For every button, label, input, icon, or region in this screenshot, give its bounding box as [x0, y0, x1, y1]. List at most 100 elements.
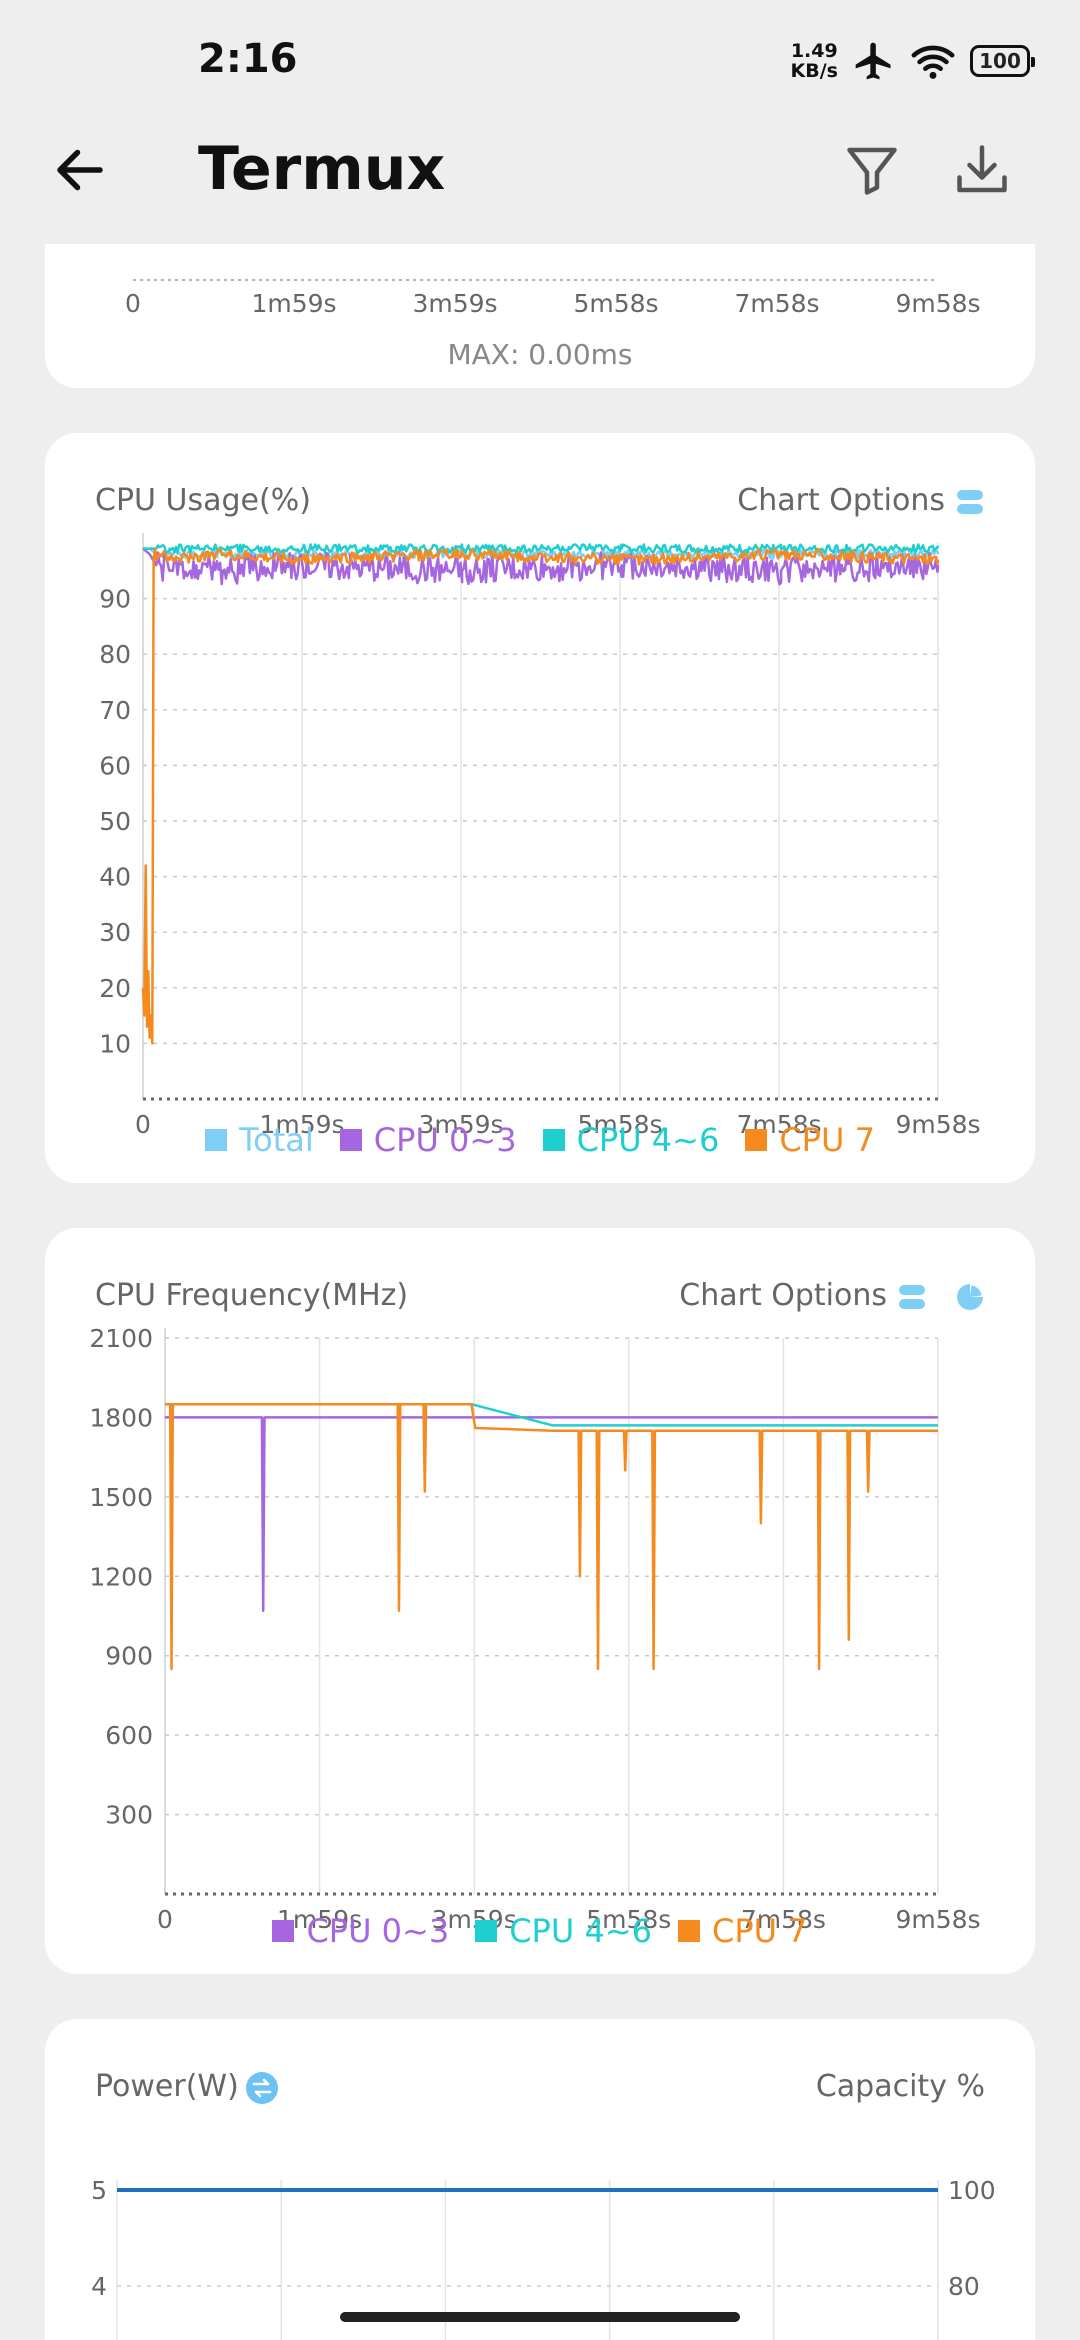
download-icon[interactable]	[952, 140, 1012, 200]
y-tick-label: 90	[99, 585, 131, 614]
x-tick-label: 0	[135, 1110, 151, 1139]
y-tick-label-right: 80	[948, 2272, 980, 2301]
back-button[interactable]	[50, 140, 110, 200]
filter-icon[interactable]	[842, 140, 902, 200]
frame-time-max: MAX: 0.00ms	[447, 338, 633, 371]
frame-time-chart: 0 1m59s 3m59s 5m58s 7m58s 9m58s	[125, 279, 981, 318]
status-icons: 1.49 KB/s 100	[791, 36, 1035, 86]
x-tick-label: 9m58s	[895, 289, 980, 318]
x-tick-label: 7m58s	[741, 1905, 826, 1934]
chart-options-icon[interactable]	[897, 1282, 927, 1312]
series-line-cpu-4-6	[143, 543, 940, 554]
status-time: 2:16	[198, 36, 298, 82]
power-title: Power(W)	[95, 2069, 239, 2104]
battery-level: 100	[979, 49, 1021, 73]
legend-swatch	[339, 1129, 362, 1151]
legend-label: CPU 4~6	[576, 1121, 720, 1159]
y-tick-label: 60	[99, 751, 131, 780]
legend-swatch	[272, 1920, 295, 1942]
legend-label: Total	[239, 1121, 314, 1159]
home-indicator[interactable]	[340, 2312, 740, 2322]
series-line-cpu-7	[165, 1402, 938, 1671]
legend-label: CPU 4~6	[509, 1912, 652, 1950]
y-tick-label-left: 4	[91, 2272, 107, 2301]
x-tick-label: 0	[125, 289, 141, 318]
legend-item-cpu-7[interactable]: CPU 7	[745, 1121, 875, 1159]
y-tick-label: 80	[99, 640, 131, 669]
y-tick-label: 50	[99, 807, 131, 836]
cpu-usage-chart-options[interactable]: Chart Options	[737, 483, 945, 518]
legend-item-total[interactable]: Total	[205, 1121, 314, 1159]
legend-label: CPU 7	[711, 1912, 808, 1950]
x-tick-label: 0	[157, 1905, 173, 1934]
network-speed-value: 1.49	[790, 40, 838, 62]
y-tick-label: 1800	[89, 1403, 153, 1432]
y-tick-label: 70	[99, 696, 131, 725]
cpu-usage-title: CPU Usage(%)	[95, 483, 311, 518]
cpu-frequency-title: CPU Frequency(MHz)	[95, 1278, 409, 1313]
frame-time-card: 0 1m59s 3m59s 5m58s 7m58s 9m58s MAX: 0.00ms	[45, 244, 1035, 388]
y-tick-label-left: 5	[91, 2176, 107, 2205]
y-tick-label: 900	[105, 1642, 153, 1671]
wifi-icon	[911, 45, 955, 79]
x-tick-label: 5m58s	[577, 1110, 662, 1139]
legend-label: CPU 0~3	[373, 1121, 517, 1159]
power-chart: 5 4 100 80	[91, 2176, 996, 2340]
legend-swatch	[475, 1920, 498, 1942]
airplane-icon	[855, 42, 891, 80]
power-card: Power(W) Capacity % 5 4 100 80	[45, 2019, 1035, 2340]
x-tick-label: 3m59s	[412, 289, 497, 318]
legend-item-cpu-0-3[interactable]: CPU 0~3	[272, 1912, 449, 1950]
x-tick-label: 9m58s	[895, 1110, 980, 1139]
power-mode-icon[interactable]	[245, 2071, 279, 2105]
y-tick-label: 600	[105, 1721, 153, 1750]
y-tick-label: 40	[99, 863, 131, 892]
x-tick-label: 5m58s	[573, 289, 658, 318]
legend-swatch	[205, 1129, 228, 1151]
x-tick-label: 3m59s	[432, 1905, 517, 1934]
pie-chart-icon[interactable]	[955, 1282, 985, 1312]
series-line-cpu-0-3	[165, 1416, 938, 1612]
battery-icon: 100	[970, 45, 1035, 77]
network-speed: 1.49 KB/s	[791, 41, 838, 81]
app-bar: Termux	[0, 120, 1080, 240]
cpu-frequency-chart-options[interactable]: Chart Options	[679, 1278, 887, 1313]
y-tick-label: 20	[99, 974, 131, 1003]
y-tick-label: 10	[99, 1029, 131, 1058]
legend-item-cpu-4-6[interactable]: CPU 4~6	[542, 1121, 720, 1159]
x-tick-label: 9m58s	[895, 1905, 980, 1934]
legend-swatch	[745, 1129, 768, 1151]
y-tick-label: 2100	[89, 1324, 153, 1353]
y-tick-label: 1200	[89, 1562, 153, 1591]
cpu-frequency-legend: CPU 0~3 CPU 4~6 CPU 7	[45, 1912, 1035, 1950]
legend-label: CPU 7	[779, 1121, 875, 1159]
cpu-usage-legend: Total CPU 0~3 CPU 4~6 CPU 7	[45, 1121, 1035, 1159]
network-speed-unit: KB/s	[790, 60, 838, 82]
legend-swatch	[542, 1129, 565, 1151]
series-line-cpu-0-3	[142, 547, 940, 586]
y-tick-label: 30	[99, 918, 131, 947]
x-tick-label: 1m59s	[259, 1110, 344, 1139]
cpu-usage-card: CPU Usage(%) Chart Options 10 20 30 40 50 60 7…	[45, 433, 1035, 1183]
legend-item-cpu-4-6[interactable]: CPU 4~6	[475, 1912, 652, 1950]
legend-label: CPU 0~3	[306, 1912, 450, 1950]
x-tick-label: 7m58s	[734, 289, 819, 318]
y-tick-label: 1500	[89, 1483, 153, 1512]
capacity-label: Capacity %	[815, 2069, 985, 2104]
x-tick-label: 1m59s	[251, 289, 336, 318]
series-line-cpu-7	[141, 547, 940, 1045]
x-tick-label: 5m58s	[586, 1905, 671, 1934]
legend-swatch	[677, 1920, 700, 1942]
y-tick-label-right: 100	[948, 2176, 996, 2205]
page-title: Termux	[198, 134, 446, 204]
cpu-frequency-card: CPU Frequency(MHz) Chart Options 300 600 9…	[45, 1228, 1035, 1974]
x-tick-label: 3m59s	[418, 1110, 503, 1139]
status-bar: 2:16 1.49 KB/s 100	[0, 0, 1080, 120]
legend-item-cpu-0-3[interactable]: CPU 0~3	[339, 1121, 517, 1159]
y-tick-label: 300	[105, 1801, 153, 1830]
series-line-cpu-4-6	[165, 1402, 938, 1427]
chart-options-icon[interactable]	[955, 487, 985, 517]
legend-item-cpu-7[interactable]: CPU 7	[677, 1912, 808, 1950]
